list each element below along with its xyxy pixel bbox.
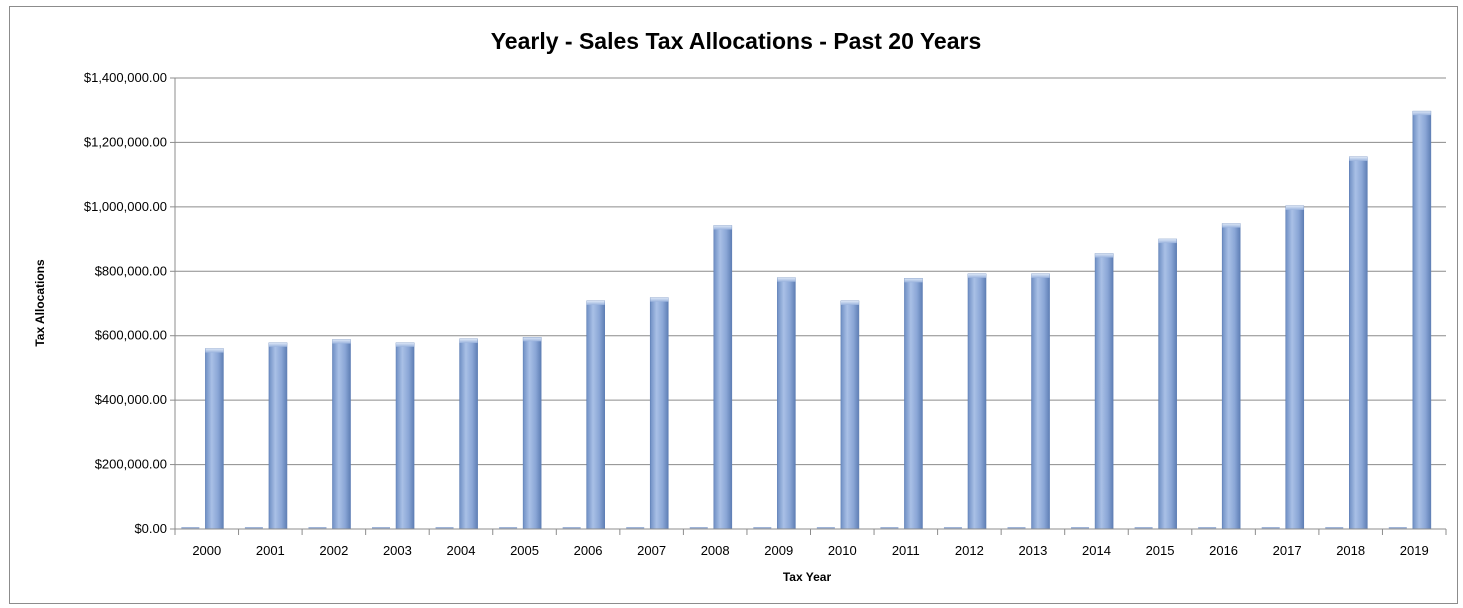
- bar: [1158, 238, 1177, 530]
- x-tick-label: 2005: [510, 543, 539, 558]
- bar-baseline-stub: [626, 527, 645, 529]
- y-axis: $0.00 $200,000.00 $400,000.00 $600,000.00 $8…: [84, 70, 176, 536]
- bar-cap: [268, 342, 287, 347]
- bar-cap: [1095, 253, 1114, 258]
- bar: [586, 300, 606, 530]
- bar-cap: [777, 277, 796, 282]
- bar: [777, 277, 796, 530]
- bar: [649, 297, 669, 530]
- x-tick-label: 2015: [1146, 543, 1175, 558]
- y-tick-label: $600,000.00: [95, 328, 167, 343]
- x-tick-label: 2009: [764, 543, 793, 558]
- x-tick-label: 2019: [1400, 543, 1429, 558]
- bar-baseline-stub: [1134, 527, 1153, 529]
- bar: [395, 342, 415, 530]
- bar: [1221, 223, 1241, 530]
- x-tick-label: 2008: [701, 543, 730, 558]
- bar-baseline-stub: [1071, 527, 1090, 529]
- bar: [205, 348, 224, 530]
- bar-cap: [904, 278, 923, 283]
- bars: [181, 110, 1432, 530]
- bar-cap: [586, 300, 605, 305]
- bar-baseline-stub: [372, 527, 391, 529]
- x-tick-label: 2013: [1018, 543, 1047, 558]
- bar: [1349, 156, 1368, 530]
- x-tick-label: 2018: [1336, 543, 1365, 558]
- y-axis-title: Tax Allocations: [33, 259, 47, 347]
- x-tick-label: 2010: [828, 543, 857, 558]
- bar-baseline-stub: [816, 527, 835, 529]
- bar-cap: [332, 339, 351, 344]
- bar: [1094, 253, 1114, 530]
- bar-baseline-stub: [1198, 527, 1217, 529]
- bar-cap: [840, 300, 859, 305]
- bar-cap: [650, 297, 669, 302]
- bar-baseline-stub: [181, 527, 200, 529]
- bar-baseline-stub: [1325, 527, 1344, 529]
- y-tick-label: $1,400,000.00: [84, 70, 167, 85]
- x-tick-label: 2017: [1273, 543, 1302, 558]
- bar-baseline-stub: [308, 527, 327, 529]
- bar-baseline-stub: [1007, 527, 1026, 529]
- bar-cap: [1158, 239, 1177, 244]
- bar: [1285, 205, 1305, 530]
- x-tick-label: 2012: [955, 543, 984, 558]
- x-tick-label: 2003: [383, 543, 412, 558]
- bar: [1031, 273, 1050, 530]
- bar-baseline-stub: [499, 527, 518, 529]
- bar-baseline-stub: [435, 527, 454, 529]
- chart-title: Yearly - Sales Tax Allocations - Past 20…: [491, 28, 982, 54]
- bar-cap: [396, 342, 415, 347]
- bar-baseline-stub: [689, 527, 708, 529]
- x-tick-label: 2007: [637, 543, 666, 558]
- bar-baseline-stub: [880, 527, 899, 529]
- bar: [459, 338, 478, 530]
- bar: [904, 278, 923, 530]
- bar-cap: [523, 337, 542, 342]
- y-tick-label: $800,000.00: [95, 263, 167, 278]
- x-tick-label: 2006: [574, 543, 603, 558]
- x-axis: 2000 2001 2002 2003 2004 2005 2006 2007 2008 2009…: [174, 528, 1447, 558]
- bar-baseline-stub: [753, 527, 772, 529]
- bar-cap: [1349, 156, 1368, 161]
- y-tick-label: $400,000.00: [95, 392, 167, 407]
- bar-cap: [1031, 273, 1050, 278]
- y-tick-label: $200,000.00: [95, 457, 167, 472]
- bar: [840, 300, 860, 530]
- y-tick-label: $0.00: [134, 521, 167, 536]
- bar-baseline-stub: [244, 527, 263, 529]
- x-tick-label: 2002: [319, 543, 348, 558]
- y-tick-label: $1,200,000.00: [84, 134, 167, 149]
- bar-baseline-stub: [562, 527, 581, 529]
- bar-cap: [1412, 111, 1431, 116]
- bar-cap: [1285, 205, 1304, 210]
- bar-cap: [459, 338, 478, 343]
- bar-baseline-stub: [943, 527, 962, 529]
- x-tick-label: 2004: [447, 543, 476, 558]
- x-tick-label: 2011: [892, 543, 920, 558]
- bar: [713, 225, 733, 530]
- bar-cap: [1222, 223, 1241, 228]
- bar-cap: [713, 225, 732, 230]
- bar: [268, 342, 288, 530]
- bar-cap: [968, 273, 987, 278]
- x-axis-title: Tax Year: [783, 570, 832, 584]
- bar: [332, 339, 351, 530]
- grid-lines: [175, 77, 1446, 530]
- x-tick-label: 2001: [256, 543, 285, 558]
- bar-cap: [205, 348, 224, 353]
- y-tick-label: $1,000,000.00: [84, 199, 167, 214]
- x-tick-label: 2016: [1209, 543, 1238, 558]
- chart-frame: [9, 6, 1458, 604]
- bar: [522, 337, 542, 530]
- bar-baseline-stub: [1388, 527, 1407, 529]
- bar: [1412, 110, 1432, 530]
- bar: [967, 273, 987, 530]
- x-tick-label: 2014: [1082, 543, 1111, 558]
- bar-baseline-stub: [1261, 527, 1280, 529]
- x-tick-label: 2000: [192, 543, 221, 558]
